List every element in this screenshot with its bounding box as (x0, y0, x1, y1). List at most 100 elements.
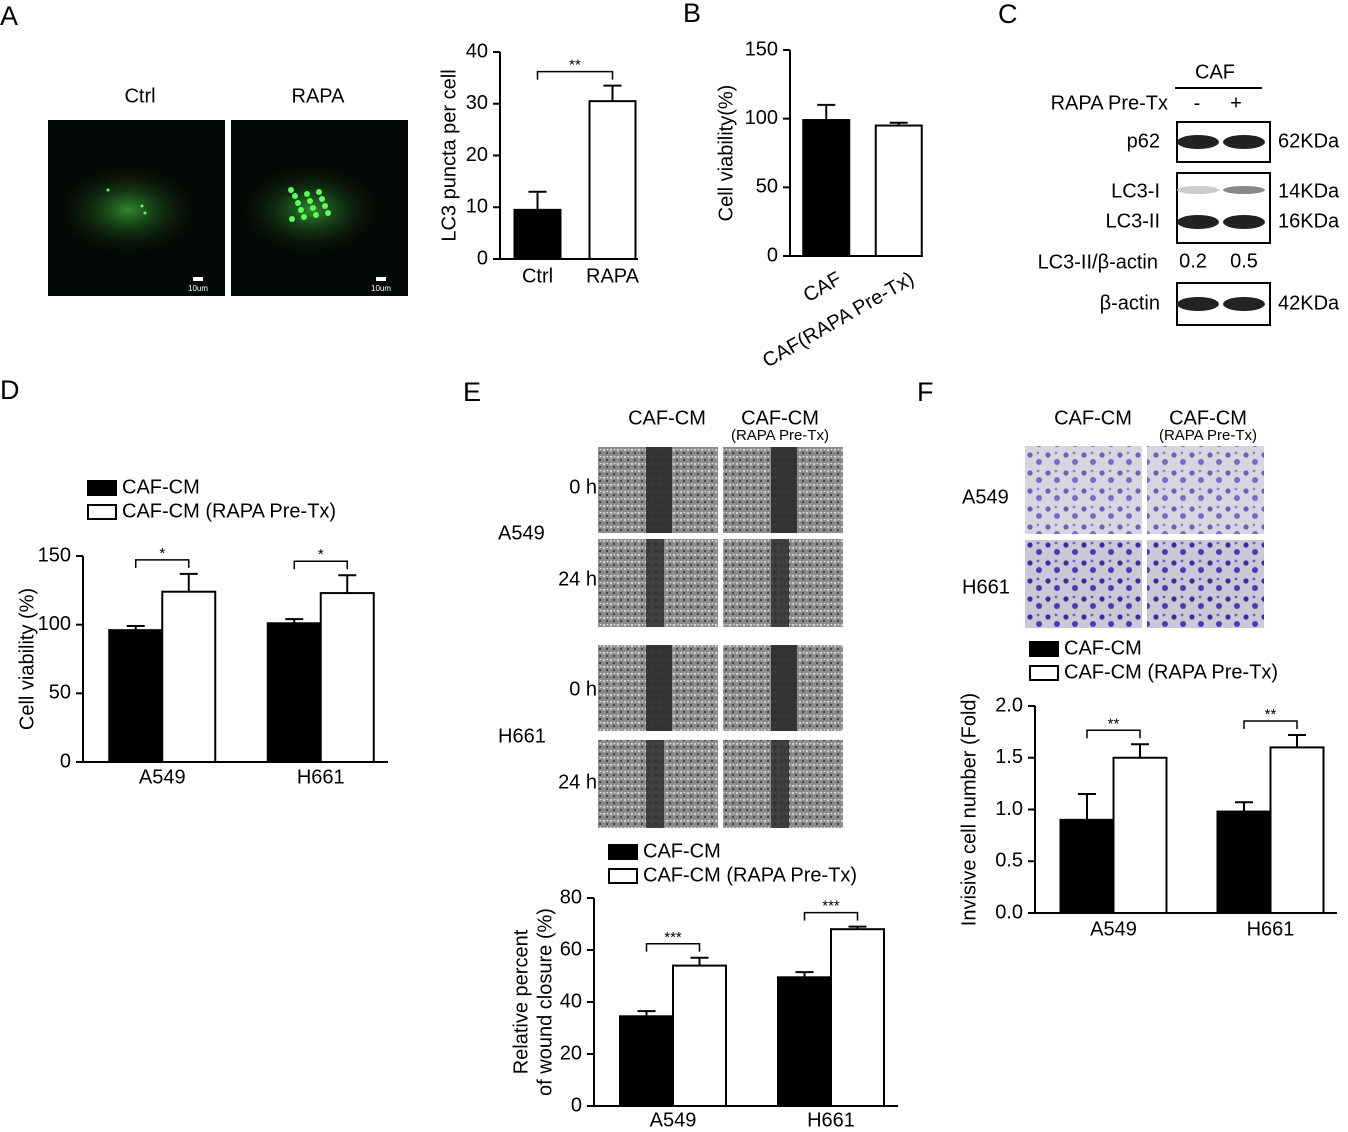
blot-group: CAF (1195, 61, 1235, 83)
y-tick-label: 60 (560, 938, 582, 960)
y-tick-label: 1.5 (995, 746, 1023, 768)
puncta (307, 198, 313, 204)
bar (672, 964, 727, 1107)
y-axis-label: of wound closure (%) (534, 908, 556, 1096)
cell-body (58, 165, 198, 255)
y-tick-label: 100 (745, 107, 778, 129)
wound-gap (646, 539, 664, 627)
legend-label: CAF-CM (RAPA Pre-Tx) (643, 864, 857, 886)
puncta (295, 200, 301, 206)
y-axis-label: Invisive cell number (Fold) (958, 693, 980, 926)
blot-label: LC3-I (1111, 180, 1160, 202)
puncta (106, 188, 110, 192)
puncta (325, 210, 331, 216)
legend-label: CAF-CM (RAPA Pre-Tx) (1064, 661, 1278, 683)
puncta (140, 204, 144, 208)
y-tick-label: 2.0 (995, 694, 1023, 716)
panel-letter: E (463, 377, 481, 407)
panel-letter: C (998, 0, 1018, 29)
significance-bracket (803, 911, 859, 921)
blot-size: 62KDa (1278, 130, 1340, 152)
y-axis-label: Cell viability (%) (16, 588, 38, 730)
ratio-label: LC3-II/β-actin (1038, 251, 1158, 273)
y-tick-label: 1.0 (995, 798, 1023, 820)
significance-label: *** (664, 929, 682, 946)
y-axis-label: Cell viability(%) (715, 85, 737, 222)
scale-bar (376, 277, 386, 281)
puncta (301, 214, 307, 220)
significance-label: * (159, 545, 165, 562)
y-axis-label: LC3 puncta per cell (438, 69, 460, 241)
significance-bracket (536, 70, 614, 80)
bar (1059, 818, 1115, 914)
bar (588, 100, 637, 260)
time-label: 24 h (558, 771, 597, 793)
wound-gap (771, 645, 797, 731)
significance-label: * (318, 546, 324, 563)
blot-label: LC3-II (1106, 210, 1160, 232)
blot-band (1177, 186, 1219, 194)
y-tick-label: 0 (60, 750, 71, 772)
panel-letter: F (917, 377, 934, 407)
ratio-value: 0.5 (1230, 250, 1258, 272)
bar (319, 592, 375, 764)
bar (777, 976, 832, 1107)
bar (266, 622, 322, 763)
blot-size: 16KDa (1278, 210, 1340, 232)
y-tick-label: 0 (571, 1094, 582, 1116)
legend-swatch (1029, 665, 1059, 681)
transwell-image (1025, 540, 1142, 628)
puncta (288, 187, 294, 193)
time-label: 24 h (558, 568, 597, 590)
legend-swatch (608, 844, 638, 860)
blot-size: 42KDa (1278, 292, 1340, 314)
x-tick-label: A549 (650, 1109, 697, 1131)
puncta (310, 205, 316, 211)
blot-band (1223, 297, 1265, 311)
puncta (322, 203, 328, 209)
column-label: CAF-CM (628, 407, 706, 429)
scale-bar (193, 277, 203, 281)
x-tick-label: Ctrl (522, 265, 553, 287)
blot-band (1223, 186, 1265, 194)
bar (874, 124, 923, 257)
puncta (304, 191, 310, 197)
blot-label: p62 (1127, 130, 1160, 152)
y-tick-label: 40 (466, 40, 488, 62)
wound-gap (771, 539, 789, 627)
puncta (313, 212, 319, 218)
layout (48, 120, 1271, 828)
blot-label: β-actin (1100, 292, 1160, 314)
y-tick-label: 150 (745, 38, 778, 60)
x-tick-label: H661 (1247, 918, 1295, 940)
significance-bracket (293, 560, 348, 570)
row-label: A549 (962, 486, 1009, 508)
bar (802, 119, 851, 258)
x-tick-label: A549 (139, 766, 186, 788)
blot-band (1177, 215, 1219, 229)
y-tick-label: 50 (49, 682, 71, 704)
column-note: (RAPA Pre-Tx) (1159, 427, 1257, 444)
significance-bracket (645, 943, 701, 952)
y-axis-label: Relative percent (510, 929, 532, 1074)
x-tick-label: A549 (1090, 918, 1137, 940)
wound-gap (771, 447, 797, 533)
y-tick-label: 30 (466, 92, 488, 114)
bar (1269, 746, 1325, 915)
y-tick-label: 50 (756, 176, 778, 198)
wound-gap (646, 740, 664, 828)
legend-swatch (87, 504, 117, 520)
y-tick-label: 0.5 (995, 850, 1023, 872)
y-tick-label: 10 (466, 196, 488, 218)
significance-bracket (135, 559, 190, 568)
blot-band (1223, 135, 1265, 149)
image-label: Ctrl (124, 85, 155, 107)
y-tick-label: 0 (767, 244, 778, 266)
legend-label: CAF-CM (122, 476, 200, 498)
x-tick-label: H661 (297, 766, 345, 788)
y-tick-label: 80 (560, 886, 582, 908)
puncta (316, 189, 322, 195)
legend-swatch (1029, 641, 1059, 657)
y-tick-label: 20 (466, 144, 488, 166)
blot-treatment: RAPA Pre-Tx (1051, 92, 1168, 114)
